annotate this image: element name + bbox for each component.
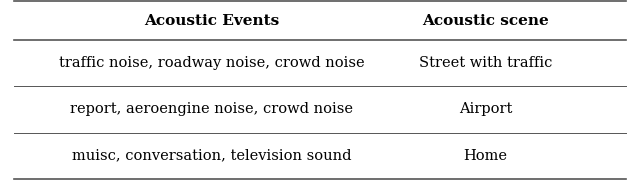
Text: muisc, conversation, television sound: muisc, conversation, television sound — [72, 148, 351, 163]
Text: traffic noise, roadway noise, crowd noise: traffic noise, roadway noise, crowd nois… — [59, 56, 365, 70]
Text: report, aeroengine noise, crowd noise: report, aeroengine noise, crowd noise — [70, 102, 353, 116]
Text: Street with traffic: Street with traffic — [419, 56, 552, 70]
Text: Home: Home — [463, 148, 508, 163]
Text: Acoustic Events: Acoustic Events — [144, 14, 279, 28]
Text: Acoustic scene: Acoustic scene — [422, 14, 549, 28]
Text: Airport: Airport — [459, 102, 513, 116]
